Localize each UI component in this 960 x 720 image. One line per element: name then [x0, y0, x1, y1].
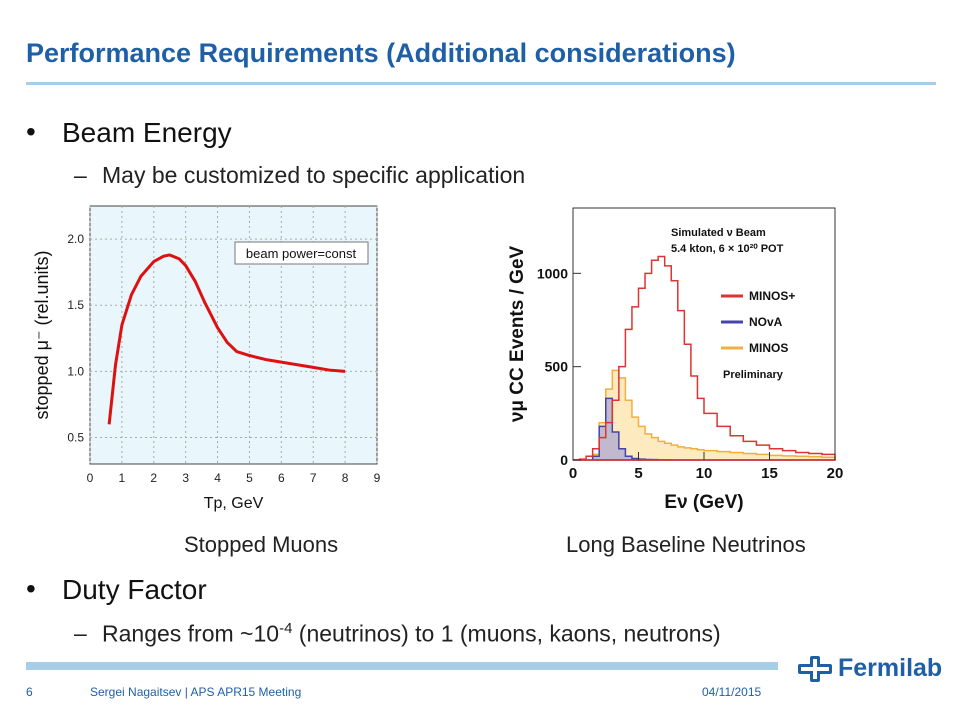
y-tick-label: 2.0 — [67, 232, 84, 246]
x-tick-label: 0 — [569, 465, 577, 482]
legend-label: MINOS — [749, 341, 788, 355]
bullet-text: Beam Energy — [62, 117, 232, 148]
sub-bullet-dash: – — [74, 162, 87, 188]
y-tick-label: 500 — [545, 359, 569, 375]
neutrino-spectrum-chart: 0 5 10 15 20 0 500 1000 Simulated ν Beam 5.4 kton… — [507, 207, 844, 513]
x-tick-label: 7 — [310, 471, 317, 485]
bullet-text: Duty Factor — [62, 574, 207, 605]
data-line-stopped-muons — [107, 253, 346, 425]
y-tick-label: 0.5 — [67, 431, 84, 445]
annotation-exposure: 5.4 kton, 6 × 10²⁰ POT — [671, 243, 784, 255]
bullet-symbol: • — [26, 116, 36, 147]
sub-bullet-text-before: Ranges from ~10 — [102, 620, 280, 647]
bullet-symbol: • — [26, 573, 36, 604]
caption-long-baseline-neutrinos: Long Baseline Neutrinos — [566, 532, 806, 557]
footer-author: Sergei Nagaitsev | APS APR15 Meeting — [90, 685, 302, 699]
x-tick-label: 4 — [214, 471, 221, 485]
x-tick-label: 10 — [696, 465, 713, 482]
sub-bullet-text-after: (neutrinos) to 1 (muons, kaons, neutrons… — [292, 620, 721, 647]
x-tick-label: 9 — [374, 471, 381, 485]
x-tick-label: 5 — [246, 471, 253, 485]
sub-bullet-dash: – — [74, 620, 87, 646]
legend-label: MINOS+ — [749, 289, 795, 303]
sub-bullet-customized: – May be customized to specific applicat… — [74, 162, 526, 189]
y-tick-label: 0 — [560, 452, 568, 468]
x-tick-label: 15 — [761, 465, 778, 482]
x-tick-label: 0 — [87, 471, 94, 485]
sub-bullet-text: May be customized to specific applicatio… — [102, 162, 526, 188]
annotation-simulated-beam: Simulated ν Beam — [671, 227, 766, 239]
x-axis-label: Tp, GeV — [204, 495, 264, 512]
fermilab-logo: Fermilab — [798, 654, 942, 683]
x-tick-label: 20 — [827, 465, 844, 482]
logo-text: Fermilab — [838, 654, 943, 682]
stopped-muons-chart: 0 1 2 3 4 5 6 7 8 9 0.5 1.0 1.5 2.0 beam power=const Tp… — [32, 205, 381, 512]
x-tick-label: 3 — [182, 471, 189, 485]
footer-date: 04/11/2015 — [702, 685, 762, 699]
x-tick-label: 5 — [634, 465, 642, 482]
y-tick-label: 1.5 — [67, 298, 84, 312]
footer-divider — [26, 662, 778, 670]
page-number: 6 — [26, 685, 33, 699]
sub-bullet-superscript: -4 — [279, 620, 293, 637]
title-divider — [26, 82, 936, 85]
y-axis-label: νμ CC Events / GeV — [507, 245, 528, 422]
legend-box — [234, 241, 369, 265]
annotation-preliminary: Preliminary — [723, 369, 784, 381]
y-tick-label: 1.0 — [67, 364, 84, 378]
sub-bullet-ranges: – Ranges from ~10-4 (neutrinos) to 1 (mu… — [74, 620, 721, 648]
y-tick-label: 1000 — [537, 265, 568, 281]
histogram-minos — [573, 369, 836, 461]
x-tick-label: 2 — [150, 471, 157, 485]
x-axis-label: Eν (GeV) — [664, 492, 743, 513]
y-axis-label: stopped μ⁻ (rel.units) — [32, 251, 52, 420]
legend-label: beam power=const — [246, 246, 357, 261]
legend-label: NOvA — [749, 315, 783, 329]
x-tick-label: 8 — [342, 471, 349, 485]
fermilab-logo-icon — [798, 655, 832, 682]
x-tick-label: 1 — [119, 471, 126, 485]
bullet-beam-energy: • Beam Energy — [26, 116, 232, 149]
bullet-duty-factor: • Duty Factor — [26, 573, 207, 606]
slide-title: Performance Requirements (Additional con… — [26, 38, 736, 68]
histogram-minos-plus — [573, 255, 836, 461]
caption-stopped-muons: Stopped Muons — [184, 532, 339, 557]
x-tick-label: 6 — [278, 471, 285, 485]
